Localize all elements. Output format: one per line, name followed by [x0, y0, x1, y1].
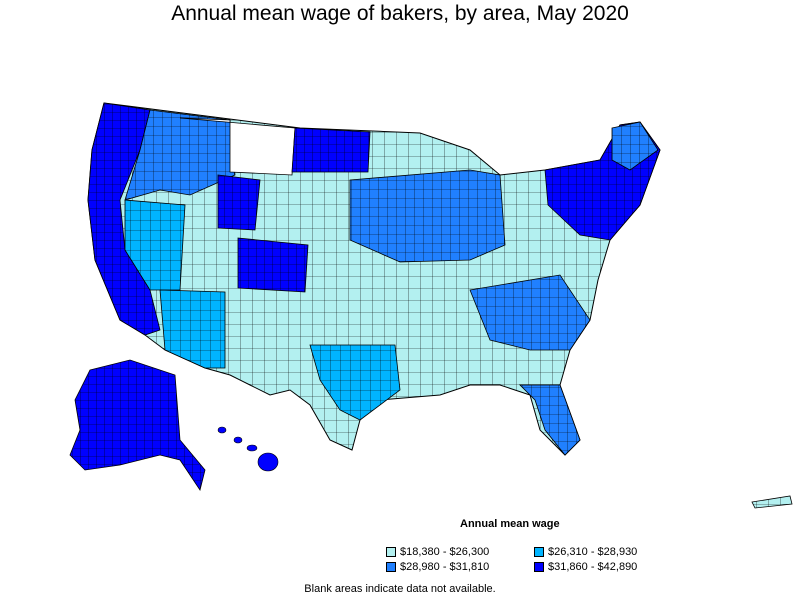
blank-areas-note: Blank areas indicate data not available.: [304, 583, 496, 595]
region-maine: [611, 121, 659, 171]
region-texas-east: [309, 344, 401, 421]
region-wyoming: [217, 174, 261, 231]
legend-title: Annual mean wage: [460, 518, 560, 530]
region-north-dakota: [291, 127, 371, 173]
map-title: Annual mean wage of bakers, by area, May…: [171, 2, 629, 25]
region-arizona: [159, 289, 226, 369]
legend-label-3: $28,980 - $31,810: [400, 561, 490, 573]
region-alaska: [69, 359, 206, 491]
region-puerto-rico: [751, 495, 793, 509]
region-florida: [519, 384, 581, 456]
legend-item-1: $18,380 - $26,300: [386, 546, 489, 558]
legend-swatch-3: [386, 562, 396, 572]
legend-swatch-2: [534, 547, 544, 557]
legend-label-1: $18,380 - $26,300: [400, 546, 490, 558]
region-hawaii: [217, 426, 279, 472]
region-midwest: [349, 169, 506, 263]
legend-item-2: $26,310 - $28,930: [534, 546, 637, 558]
region-colorado: [237, 237, 309, 293]
legend-item-4: $31,860 - $42,890: [534, 561, 637, 573]
legend-label-2: $26,310 - $28,930: [548, 546, 638, 558]
region-southeast: [469, 274, 591, 351]
legend-swatch-1: [386, 547, 396, 557]
legend-label-4: $31,860 - $42,890: [548, 561, 638, 573]
legend-swatch-4: [534, 562, 544, 572]
region-montana-blank: [179, 117, 296, 176]
legend-item-3: $28,980 - $31,810: [386, 561, 489, 573]
